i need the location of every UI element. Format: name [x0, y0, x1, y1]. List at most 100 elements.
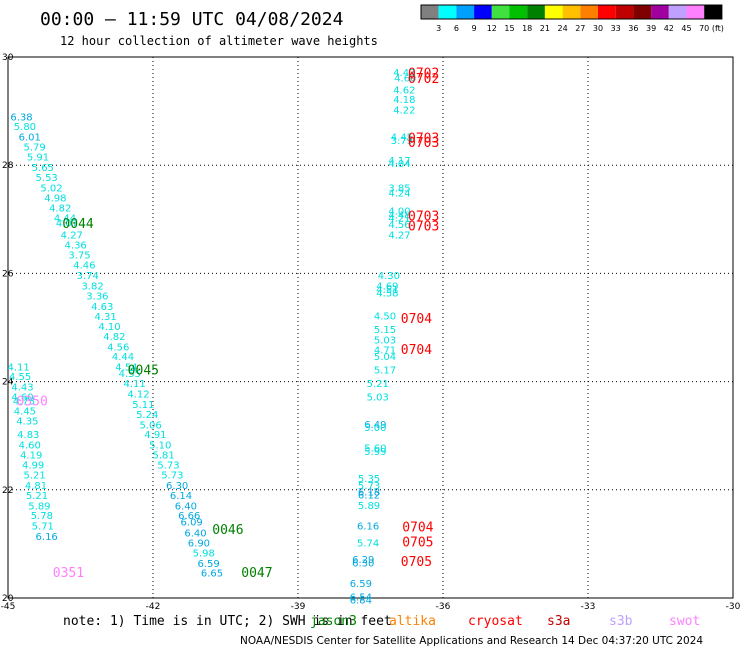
pass-time-label: 0702 — [408, 72, 439, 87]
swh-value: 4.35 — [16, 417, 38, 428]
pass-time-label: 0703 — [408, 219, 439, 234]
swh-value: 6.18 — [358, 487, 380, 498]
swh-value: 4.27 — [61, 230, 83, 241]
swh-value: 4.07 — [56, 219, 78, 230]
swh-value: 5.74 — [357, 538, 379, 549]
swh-value: 5.89 — [358, 501, 380, 512]
swh-value: 6.54 — [350, 592, 372, 603]
swh-value: 4.44 — [112, 352, 134, 363]
swh-value: 4.81 — [25, 481, 47, 492]
swh-value: 6.59 — [197, 559, 219, 570]
y-tick-label: 20 — [2, 594, 14, 604]
swh-value: 4.50 — [374, 312, 396, 323]
legend-swatch — [456, 5, 475, 19]
legend-swatch — [580, 5, 598, 19]
legend-swatch — [509, 5, 528, 19]
swh-value: 4.36 — [65, 241, 87, 252]
swh-value: 4.58 — [376, 288, 398, 299]
swh-value: 4.10 — [98, 322, 120, 333]
swh-value: 6.65 — [201, 569, 223, 580]
swh-value: 4.69 — [376, 281, 398, 292]
legend-unit: (ft) — [712, 24, 724, 33]
legend-tick: 33 — [611, 24, 621, 33]
legend-swatch — [474, 5, 492, 19]
swh-value: 4.44 — [54, 214, 76, 225]
swh-value: 6.16 — [357, 522, 379, 533]
swh-value: 5.35 — [358, 474, 380, 485]
grid-lines — [7, 56, 734, 599]
swh-value: 4.82 — [49, 203, 71, 214]
swh-value: 4.47 — [393, 68, 415, 79]
swh-value: 4.27 — [388, 230, 410, 241]
swh-value: 4.04 — [388, 159, 410, 170]
x-tick-label: -45 — [1, 602, 16, 612]
swh-value: 4.51 — [376, 285, 398, 296]
swh-value: 5.21 — [367, 379, 389, 390]
swh-value: 6.12 — [358, 491, 380, 502]
chart-subtitle: 12 hour collection of altimeter wave hei… — [60, 34, 378, 48]
swh-value: 4.91 — [144, 430, 166, 441]
legend-tick: 24 — [558, 24, 568, 33]
satellite-s3a: s3a — [547, 614, 570, 629]
legend-tick: 3 — [436, 24, 441, 33]
footnote: note: 1) Time is in UTC; 2) SWH is in fe… — [63, 614, 392, 629]
pass-time-label: 0045 — [128, 364, 159, 379]
swh-value: 5.02 — [40, 183, 62, 194]
legend-swatch — [544, 5, 563, 19]
swh-value: 6.01 — [19, 133, 41, 144]
swh-value: 5.06 — [139, 420, 161, 431]
swh-value: 5.11 — [132, 400, 154, 411]
satellite-swot: swot — [669, 614, 700, 629]
pass-time-label: 0704 — [402, 521, 433, 536]
swh-value: 5.73 — [358, 481, 380, 492]
swh-value: 6.16 — [36, 532, 58, 543]
swh-value: 5.21 — [23, 471, 45, 482]
legend-swatch — [527, 5, 545, 19]
pass-time-label: 0046 — [212, 523, 243, 538]
swh-value: 5.00 — [364, 423, 386, 434]
swh-values: 6.385.806.015.795.915.655.535.024.984.82… — [8, 68, 417, 606]
swh-value: 6.59 — [350, 579, 372, 590]
swh-value: 4.12 — [127, 390, 149, 401]
swh-value: 4.11 — [8, 362, 30, 373]
swh-value: 6.30 — [166, 481, 188, 492]
swh-value: 3.79 — [391, 136, 413, 147]
legend-tick: 27 — [575, 24, 585, 33]
x-tick-label: -42 — [146, 602, 161, 612]
legend-swatch — [704, 5, 722, 19]
legend-tick: 39 — [646, 24, 656, 33]
swh-value: 4.99 — [22, 460, 44, 471]
swh-value: 4.82 — [103, 332, 125, 343]
legend-swatch — [438, 5, 457, 19]
y-tick-label: 24 — [2, 378, 14, 388]
swh-value: 5.03 — [367, 393, 389, 404]
axis-labels: -45 -42 -39 -36 -33 -30 30 28 26 24 22 20 — [1, 53, 740, 612]
legend-swatch — [562, 5, 581, 19]
color-scale-legend: 3 6 9 12 15 18 21 24 27 30 33 36 39 42 45 70 (ft) — [420, 4, 724, 33]
satellite-s3b: s3b — [609, 614, 633, 629]
swh-value: 4.31 — [95, 312, 117, 323]
x-tick-label: -33 — [581, 602, 596, 612]
swh-value: 3.36 — [86, 292, 108, 303]
x-tick-label: -39 — [291, 602, 306, 612]
legend-tick: 42 — [664, 24, 674, 33]
legend-tick: 30 — [593, 24, 603, 33]
legend-tick: 12 — [487, 24, 497, 33]
swh-value: 4.21 — [388, 214, 410, 225]
swh-value: 4.19 — [20, 451, 42, 462]
pass-time-label: 0705 — [401, 555, 432, 570]
swh-value: 5.60 — [364, 444, 386, 455]
swh-value: 4.46 — [73, 261, 95, 272]
legend-tick: 70 — [699, 24, 709, 33]
swh-value: 4.98 — [44, 194, 66, 205]
swh-value: 6.30 — [352, 558, 374, 569]
swh-value: 4.17 — [388, 156, 410, 167]
pass-time-label: 0704 — [401, 312, 432, 327]
plot-frame — [7, 56, 734, 599]
x-tick-label: -36 — [436, 602, 451, 612]
swh-value: 4.63 — [91, 302, 113, 313]
swh-value: 5.99 — [364, 447, 386, 458]
swh-value: 5.04 — [374, 352, 396, 363]
swh-value: 5.71 — [32, 522, 54, 533]
swh-value: 6.38 — [10, 113, 32, 124]
